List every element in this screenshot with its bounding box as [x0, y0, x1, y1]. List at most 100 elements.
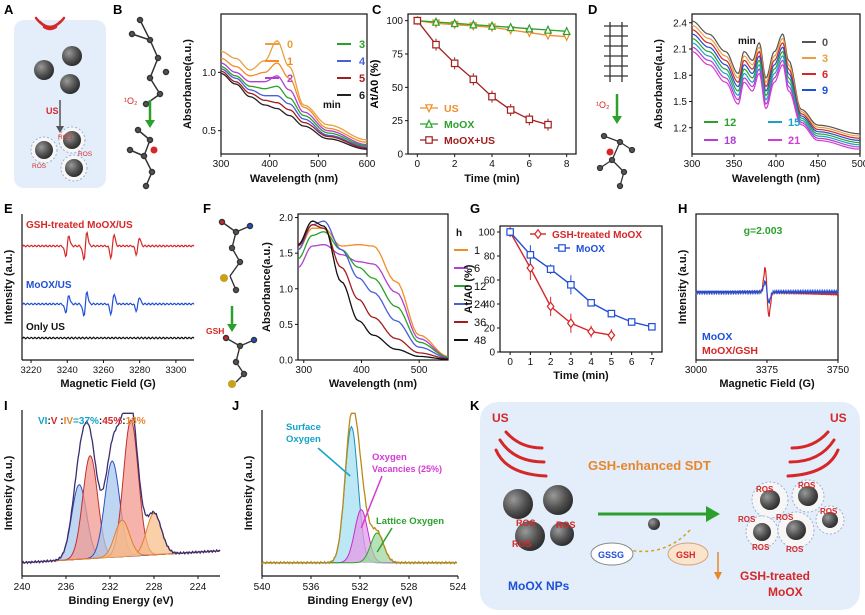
molecule-drawing-f: [218, 218, 258, 388]
chart-c-point: [487, 20, 497, 30]
ros-label: ROS: [820, 507, 838, 516]
chart-i-xtick-label: 224: [190, 582, 207, 593]
chart-g-legend-marker: [558, 244, 566, 252]
chart-g-point: [567, 281, 575, 289]
us-label-left: US: [492, 411, 509, 425]
chart-g-point: [526, 251, 535, 259]
chart-g-xlabel: Time (min): [553, 370, 609, 382]
arrow-head: [714, 572, 722, 580]
chart-g-xtick-label: 3: [568, 357, 574, 368]
panel-label-i: I: [4, 398, 8, 413]
panel-label-g: G: [470, 201, 480, 216]
panel-label-f: F: [203, 201, 211, 216]
chart-g-point: [627, 318, 636, 326]
panel-k-background: [480, 402, 860, 610]
chart-g-point: [506, 228, 514, 236]
chart-g-point: [607, 330, 616, 341]
chart-f-ylabel: Absorbance(a.u.): [261, 242, 273, 332]
panel-k: K US US GSH-enhanced SDT ROS ROS ROS MoO…: [470, 398, 860, 610]
gsh-enhanced-sdt-title: GSH-enhanced SDT: [588, 458, 711, 473]
chart-c-point: [506, 106, 515, 114]
ros-label: ROS: [752, 543, 770, 552]
chart-b-series-line: [220, 70, 368, 149]
moox-nps-label: MoOX NPs: [508, 579, 570, 593]
chart-g-ylabel: At/A0 (%): [463, 264, 475, 313]
chart-j-xtick-label: 532: [352, 582, 369, 593]
chart-d-ytick-label: 1.2: [673, 123, 687, 134]
chart-d-xtick-label: 400: [768, 159, 785, 170]
ultrasound-icon: [494, 430, 548, 478]
chart-f-xtick-label: 300: [295, 365, 312, 376]
arrow-head: [706, 506, 720, 522]
chart-c-point: [506, 22, 515, 32]
chart-d-ytick-label: 2.1: [673, 45, 687, 56]
chart-g-frame: [499, 225, 663, 353]
panel-label-k: K: [470, 398, 480, 413]
gsh-label: GSH: [676, 550, 696, 560]
chart-c-legend-marker: [424, 118, 434, 128]
chart-h-legend-gsh: MoOX/GSH: [702, 345, 758, 357]
moox-np-cluster: ROS ROS ROS: [503, 485, 576, 551]
ros-label: ROS: [756, 485, 774, 494]
chart-c-xtick-label: 0: [415, 159, 421, 170]
chart-b-xtick-label: 600: [359, 159, 376, 170]
chart-f-legend-label: 1: [474, 245, 480, 257]
us-label-right: US: [830, 411, 847, 425]
chart-g-ytick-label: 20: [484, 324, 496, 335]
panel-label-e: E: [4, 201, 13, 216]
chart-c-point: [488, 92, 496, 101]
chart-i-envelope: [21, 412, 221, 565]
chart-f-legend-label: 48: [474, 335, 486, 347]
chart-e-xtick-label: 3240: [57, 365, 78, 376]
ros-label: ROS: [58, 134, 73, 141]
chart-g-point: [546, 301, 555, 312]
chart-d-xtick-label: 450: [810, 159, 827, 170]
chart-c-xlabel: Time (min): [464, 173, 520, 185]
chart-b-xtick-label: 300: [213, 159, 230, 170]
chart-g-point: [587, 326, 596, 337]
chart-f-legend-title: h: [456, 228, 462, 239]
chart-e-xlabel: Magnetic Field (G): [60, 378, 156, 390]
chart-g-point: [607, 309, 616, 318]
chart-f-ytick-label: 1.0: [279, 284, 293, 295]
chart-e-xtick-label: 3300: [165, 365, 186, 376]
gsh-treated-label-2: MoOX: [768, 585, 803, 599]
chart-j-annotation-lattice: Lattice Oxygen: [376, 516, 444, 527]
ros-label: ROS: [512, 539, 532, 549]
gssg-bubble: [590, 542, 634, 566]
ros-label: ROS: [776, 513, 794, 522]
chart-c-legend-marker: [425, 136, 433, 144]
arrow-head: [56, 126, 64, 133]
chart-c-xtick-label: 4: [489, 159, 495, 170]
chart-i-xlabel: Binding Energy (eV): [68, 595, 173, 607]
chart-c-point: [525, 115, 534, 124]
chart-d-ytick-label: 1.5: [673, 97, 687, 108]
chart-f-ytick-label: 1.5: [279, 249, 293, 260]
chart-e-ylabel: Intensity (a.u.): [3, 249, 15, 324]
molecule-drawing-d: [596, 22, 636, 190]
panel-label-a: A: [4, 2, 14, 17]
chart-i-ylabel: Intensity (a.u.): [3, 455, 15, 530]
chart-d-xtick-label: 350: [726, 159, 743, 170]
gsh-treated-cluster: ROS ROS ROS ROS ROS ROS ROS: [738, 479, 845, 554]
chart-h-xtick-label: 3750: [827, 365, 850, 376]
chart-h-series-line: [695, 279, 839, 305]
arrow-head: [612, 116, 622, 124]
chart-f-xtick-label: 500: [411, 365, 428, 376]
chart-f-ytick-label: 0.0: [279, 356, 293, 367]
chart-e-xtick-label: 3260: [93, 365, 114, 376]
chart-f-xtick-label: 400: [353, 365, 370, 376]
chart-c-point: [562, 26, 571, 36]
ultrasound-icon: [34, 16, 66, 31]
chart-g-legend-label: GSH-treated MoOX: [552, 230, 642, 241]
ros-label: ROS: [78, 151, 93, 158]
chart-f-series-line: [297, 224, 449, 360]
chart-c-ytick-label: 100: [386, 16, 403, 27]
chart-e-series-line: [21, 336, 195, 340]
chart-b-ytick-label: 1.0: [202, 68, 216, 79]
chart-b-legend-label: 6: [359, 90, 365, 102]
chart-f-series-line: [297, 231, 449, 358]
chart-g-point: [587, 299, 595, 307]
chart-b-legend-label: 0: [287, 39, 293, 51]
chart-c-point: [432, 40, 440, 49]
